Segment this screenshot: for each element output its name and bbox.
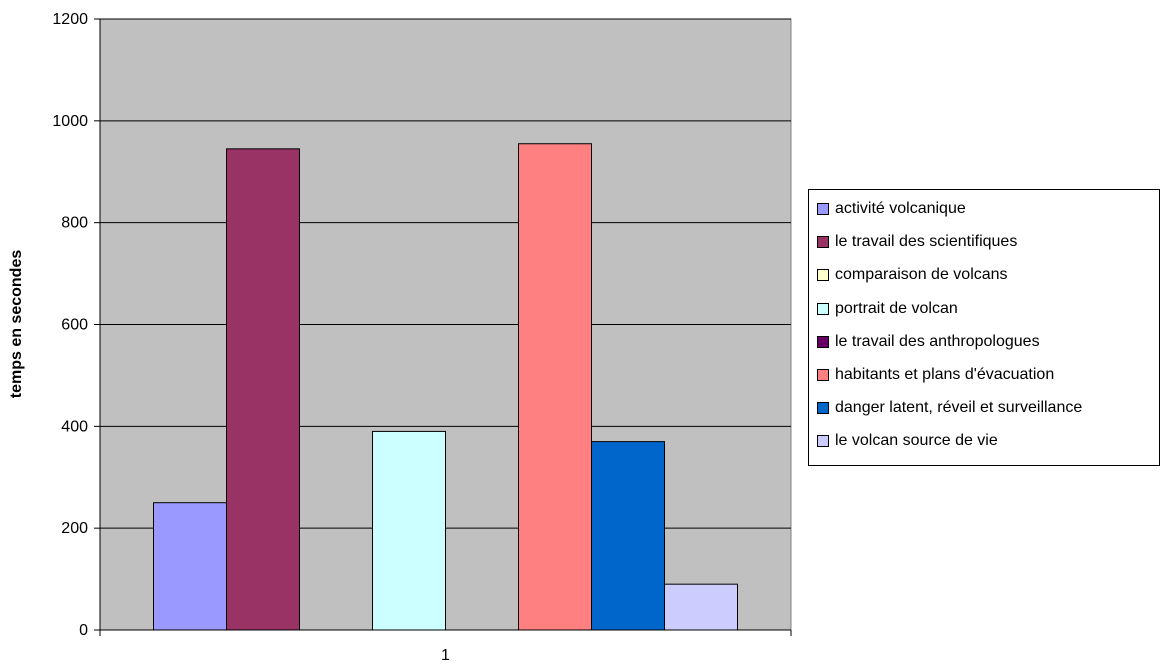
legend-swatch xyxy=(817,302,829,315)
y-axis-ticks: 0 200 400 600 800 1000 1200 xyxy=(52,11,100,639)
legend-item: le volcan source de vie xyxy=(817,429,998,453)
bar-6 xyxy=(518,143,592,631)
legend-swatch xyxy=(817,369,829,381)
legend-label: le travail des scientifiques xyxy=(835,233,1018,251)
y-tick-label: 800 xyxy=(61,215,88,232)
legend-swatch xyxy=(817,269,829,282)
legend-item: danger latent, réveil et surveillance xyxy=(817,396,1082,420)
y-tick-label: 1000 xyxy=(52,113,88,130)
legend-item: le travail des scientifiques xyxy=(817,230,1017,254)
legend-swatch xyxy=(817,236,829,249)
y-tick-label: 1200 xyxy=(52,11,88,28)
bar-8 xyxy=(664,583,738,631)
legend-label: comparaison de volcans xyxy=(835,266,1008,284)
y-tick-label: 600 xyxy=(61,317,88,334)
bars xyxy=(153,143,738,631)
x-tick-label: 1 xyxy=(441,647,450,664)
x-axis-ticks: 1 xyxy=(99,630,792,664)
legend-label: portrait de volcan xyxy=(835,299,958,317)
legend-label: danger latent, réveil et surveillance xyxy=(835,399,1083,417)
legend: activité volcanique le travail des scient… xyxy=(808,189,1160,466)
legend-swatch xyxy=(817,335,829,348)
y-tick-label: 400 xyxy=(61,418,88,435)
legend-swatch xyxy=(817,435,829,448)
bar-2 xyxy=(226,148,300,631)
legend-swatch xyxy=(817,402,829,415)
legend-label: le travail des anthropologues xyxy=(835,332,1040,350)
legend-item: habitants et plans d'évacuation xyxy=(817,363,1054,387)
y-tick-label: 0 xyxy=(79,622,88,639)
legend-item: activité volcanique xyxy=(817,197,966,221)
bar-4 xyxy=(372,430,446,631)
bar-1 xyxy=(153,502,227,631)
legend-item: portrait de volcan xyxy=(817,297,958,321)
legend-label: le volcan source de vie xyxy=(835,432,998,450)
bar-7 xyxy=(591,441,665,631)
legend-item: le travail des anthropologues xyxy=(817,330,1040,354)
legend-item: comparaison de volcans xyxy=(817,263,1008,287)
legend-swatch xyxy=(817,203,829,215)
y-tick-label: 200 xyxy=(61,520,88,537)
y-axis-title: temps en secondes xyxy=(8,250,25,399)
legend-label: habitants et plans d'évacuation xyxy=(835,366,1055,383)
legend-label: activité volcanique xyxy=(835,200,966,217)
